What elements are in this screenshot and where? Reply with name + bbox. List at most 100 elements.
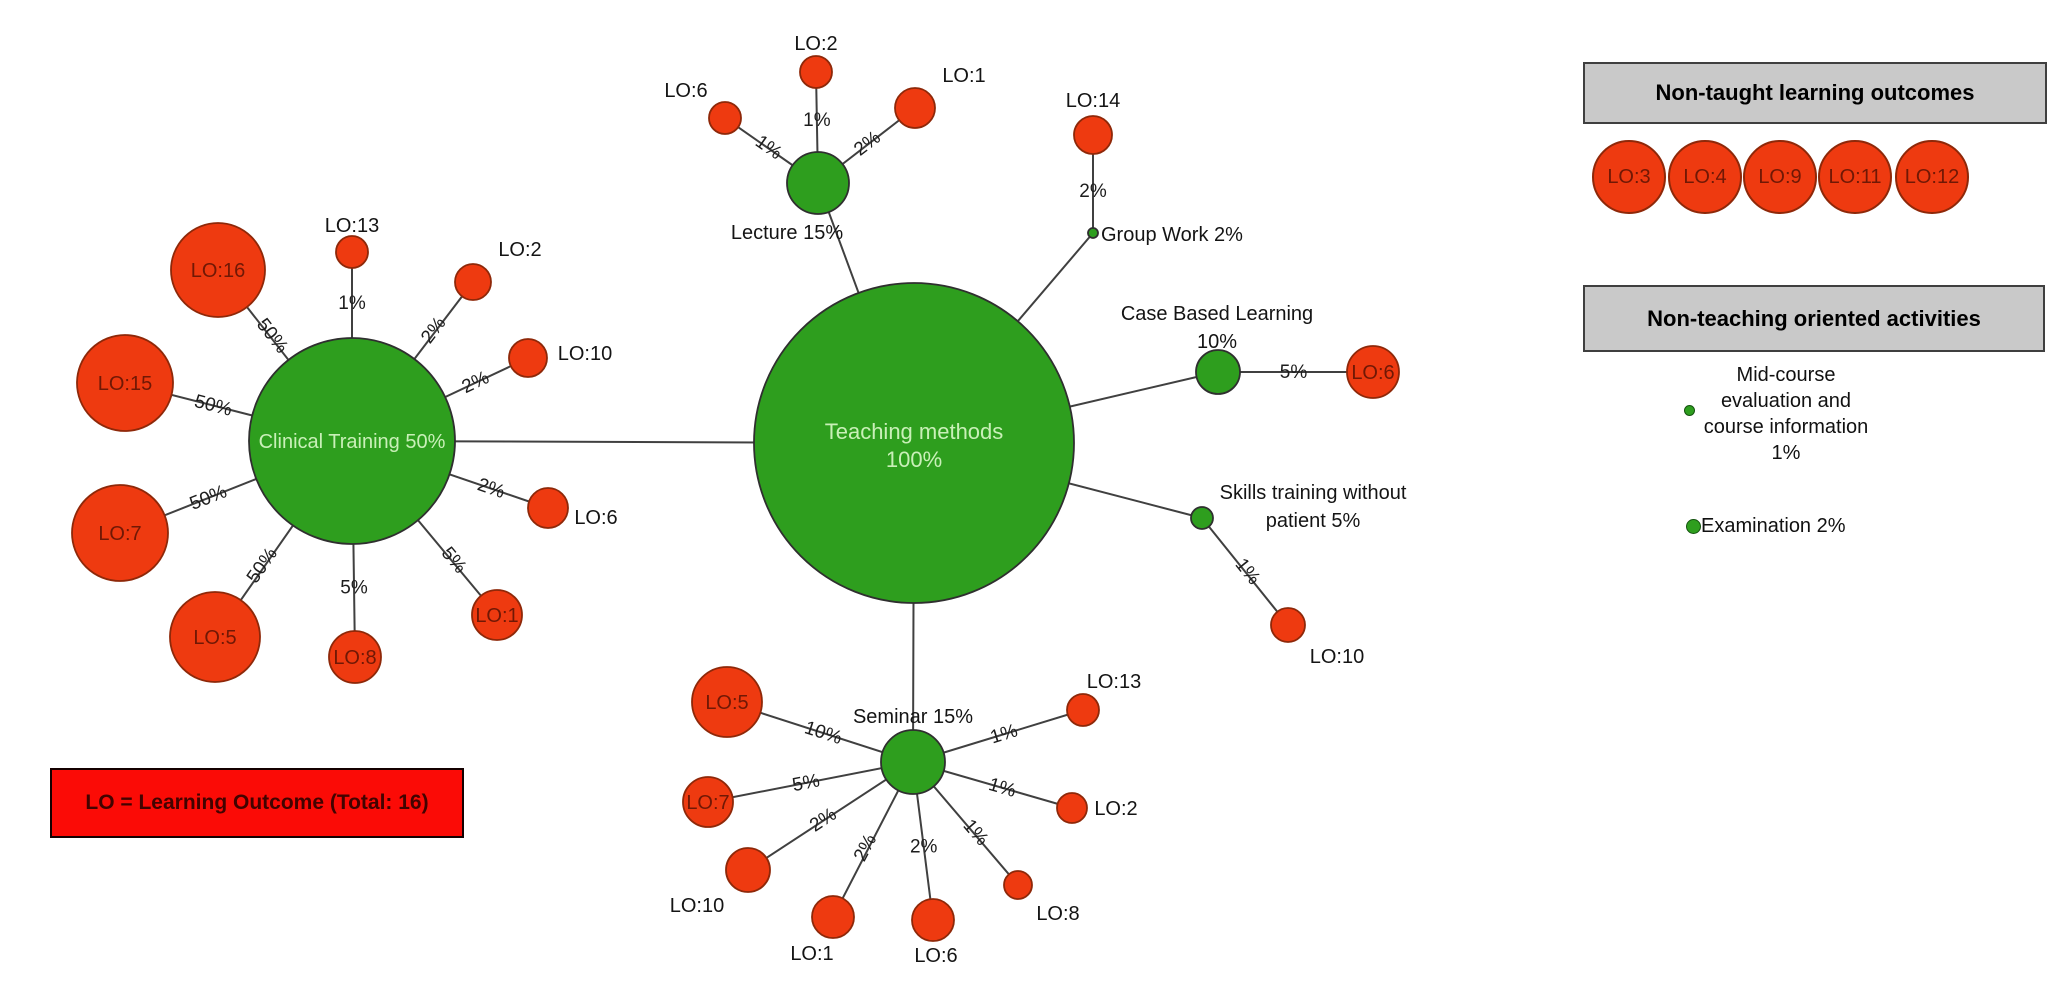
legend-title-non-taught: Non-taught learning outcomes	[1655, 80, 1975, 105]
node-seminar-lo-6	[911, 898, 955, 942]
hub-teaching-methods	[753, 282, 1075, 604]
node-lecture-lo-1	[894, 87, 936, 129]
hub-case-based-learning	[1195, 349, 1241, 395]
legend-entry-midcourse: Mid-course evaluation and course informa…	[1660, 362, 1912, 466]
legend-node-lo-4: LO:4	[1668, 140, 1742, 214]
pct-label-seminar-lo-1: 2%	[850, 831, 881, 865]
node-seminar-lo-8	[1003, 870, 1033, 900]
node-lecture-lo-6	[708, 101, 742, 135]
legend-header-non-taught: Non-taught learning outcomes	[1583, 62, 2047, 124]
node-seminar-lo-7	[682, 776, 734, 828]
node-clinical-training-lo-16	[170, 222, 266, 318]
pct-label-seminar-lo-6: 2%	[910, 836, 938, 857]
node-label-lo-2: LO:2	[794, 33, 837, 55]
node-label-lo-7: LO:7	[98, 523, 141, 545]
legend-header-non-teaching: Non-teaching oriented activities	[1583, 285, 2045, 352]
node-label-lo-6: LO:6	[1351, 362, 1394, 384]
lo-note-text: LO = Learning Outcome (Total: 16)	[85, 791, 429, 814]
pct-label-group-work-lo-14: 2%	[1079, 181, 1107, 202]
node-seminar-lo-2	[1056, 792, 1088, 824]
legend-node-lo-11: LO:11	[1818, 140, 1892, 214]
node-case-based-learning-lo-6	[1346, 345, 1400, 399]
center-label-line-1: Teaching methods	[825, 419, 1004, 444]
hub-label-seminar: Seminar 15%	[853, 706, 973, 728]
pct-label-seminar-lo-5: 10%	[802, 717, 845, 749]
midcourse-line-4: 1%	[1771, 442, 1801, 464]
midcourse-line-2: evaluation and	[1720, 390, 1852, 412]
node-label-lo-5: LO:5	[193, 627, 236, 649]
node-label-lo-8: LO:8	[333, 647, 376, 669]
hub-skills-training-without-patient	[1190, 506, 1214, 530]
node-skills-training-without-patient-lo-10	[1270, 607, 1306, 643]
pct-label-clinical-training-lo-8: 5%	[340, 577, 368, 598]
examination-dot-icon	[1686, 519, 1701, 534]
node-clinical-training-lo-8	[328, 630, 382, 684]
node-clinical-training-lo-1	[471, 589, 523, 641]
nodes-layer	[71, 55, 1400, 942]
node-clinical-training-lo-7	[71, 484, 169, 582]
edge-seminar-lo-7	[707, 761, 914, 803]
center-label-line-2: 100%	[886, 447, 942, 472]
node-label-lo-14: LO:14	[1066, 90, 1120, 112]
hub-lecture	[786, 151, 850, 215]
hub-seminar	[880, 729, 946, 795]
legend-entry-examination: Examination 2%	[1686, 515, 1846, 538]
legend-node-lo-3: LO:3	[1592, 140, 1666, 214]
node-label-lo-6: LO:6	[664, 80, 707, 102]
node-label-lo-2: LO:2	[1094, 798, 1137, 820]
pct-label-clinical-training-lo-7: 50%	[187, 481, 230, 515]
pct-label-lecture-lo-1: 2%	[850, 127, 885, 160]
hub-label-case-based-learning-line-1: Case Based Learning	[1121, 303, 1313, 325]
node-clinical-training-lo-6	[527, 487, 569, 529]
legend-title-non-teaching: Non-teaching oriented activities	[1647, 305, 1981, 331]
pct-label-seminar-lo-13: 1%	[988, 720, 1021, 748]
node-seminar-lo-10	[725, 847, 771, 893]
node-label-lo-1: LO:1	[790, 943, 833, 965]
hub-label-clinical-training: Clinical Training 50%	[259, 431, 446, 453]
node-clinical-training-lo-2	[454, 263, 492, 301]
pct-label-clinical-training-lo-10: 2%	[459, 367, 493, 398]
node-label-lo-7: LO:7	[686, 792, 729, 814]
hub-label-group-work: Group Work 2%	[1101, 224, 1243, 246]
lo-note-box: LO = Learning Outcome (Total: 16)	[50, 768, 464, 838]
pct-label-lecture-lo-2: 1%	[803, 110, 831, 131]
node-clinical-training-lo-15	[76, 334, 174, 432]
node-label-lo-15: LO:15	[98, 373, 152, 395]
node-label-lo-6: LO:6	[574, 507, 617, 529]
examination-label: Examination 2%	[1701, 515, 1846, 537]
node-label-lo-16: LO:16	[191, 260, 245, 282]
pct-label-seminar-lo-10: 2%	[806, 804, 841, 837]
hub-clinical-training	[248, 337, 456, 545]
node-label-lo-8: LO:8	[1036, 903, 1079, 925]
node-seminar-lo-1	[811, 895, 855, 939]
pct-label-lecture-lo-6: 1%	[751, 131, 786, 164]
legend-node-lo-12: LO:12	[1895, 140, 1969, 214]
midcourse-line-1: Mid-course	[1736, 364, 1836, 386]
node-label-lo-10: LO:10	[1310, 646, 1364, 668]
node-group-work-lo-14	[1073, 115, 1113, 155]
pct-label-seminar-lo-7: 5%	[791, 770, 822, 796]
node-label-lo-1: LO:1	[942, 65, 985, 87]
node-label-lo-1: LO:1	[475, 605, 518, 627]
pct-label-case-based-learning-lo-6: 5%	[1280, 362, 1308, 383]
node-lecture-lo-2	[799, 55, 833, 89]
hub-label-case-based-learning-line-2: 10%	[1197, 331, 1237, 353]
node-label-lo-13: LO:13	[325, 215, 379, 237]
pct-label-seminar-lo-2: 1%	[986, 774, 1018, 802]
pct-label-clinical-training-lo-13: 1%	[338, 293, 366, 314]
hub-label-skills-training-without-patient-line-1: Skills training without	[1220, 482, 1407, 504]
node-label-lo-13: LO:13	[1087, 671, 1141, 693]
edge-skills-training-without-patient-lo-10	[1201, 517, 1289, 626]
hub-label-lecture: Lecture 15%	[731, 222, 844, 244]
node-label-lo-2: LO:2	[498, 239, 541, 261]
node-label-lo-6: LO:6	[914, 945, 957, 967]
node-label-lo-10: LO:10	[558, 343, 612, 365]
pct-label-clinical-training-lo-6: 2%	[475, 474, 508, 503]
node-clinical-training-lo-10	[508, 338, 548, 378]
node-label-lo-5: LO:5	[705, 692, 748, 714]
node-seminar-lo-5	[691, 666, 763, 738]
node-seminar-lo-13	[1066, 693, 1100, 727]
midcourse-dot-icon	[1684, 405, 1695, 416]
